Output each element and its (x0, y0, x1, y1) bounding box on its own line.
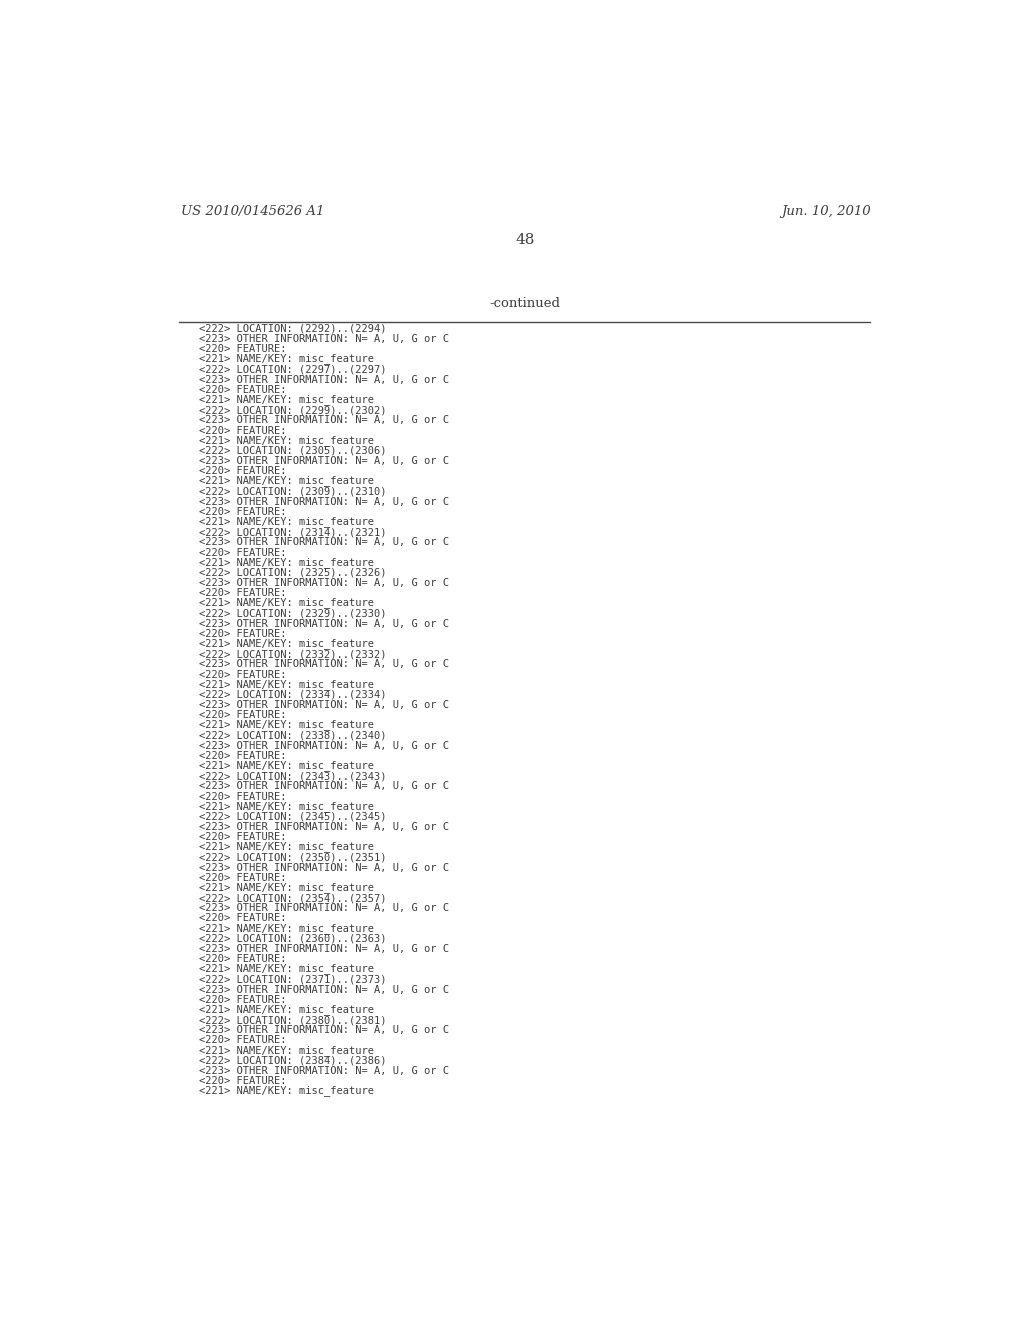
Text: <222> LOCATION: (2354)..(2357): <222> LOCATION: (2354)..(2357) (200, 894, 387, 903)
Text: <223> OTHER INFORMATION: N= A, U, G or C: <223> OTHER INFORMATION: N= A, U, G or C (200, 944, 450, 954)
Text: <221> NAME/KEY: misc_feature: <221> NAME/KEY: misc_feature (200, 760, 375, 771)
Text: <221> NAME/KEY: misc_feature: <221> NAME/KEY: misc_feature (200, 1085, 375, 1096)
Text: <221> NAME/KEY: misc_feature: <221> NAME/KEY: misc_feature (200, 964, 375, 974)
Text: <222> LOCATION: (2314)..(2321): <222> LOCATION: (2314)..(2321) (200, 527, 387, 537)
Text: 48: 48 (515, 232, 535, 247)
Text: <220> FEATURE:: <220> FEATURE: (200, 710, 287, 721)
Text: <223> OTHER INFORMATION: N= A, U, G or C: <223> OTHER INFORMATION: N= A, U, G or C (200, 1026, 450, 1035)
Text: <221> NAME/KEY: misc_feature: <221> NAME/KEY: misc_feature (200, 801, 375, 812)
Text: <220> FEATURE:: <220> FEATURE: (200, 1035, 287, 1045)
Text: <223> OTHER INFORMATION: N= A, U, G or C: <223> OTHER INFORMATION: N= A, U, G or C (200, 578, 450, 589)
Text: <221> NAME/KEY: misc_feature: <221> NAME/KEY: misc_feature (200, 434, 375, 446)
Text: <221> NAME/KEY: misc_feature: <221> NAME/KEY: misc_feature (200, 1044, 375, 1056)
Text: <220> FEATURE:: <220> FEATURE: (200, 628, 287, 639)
Text: <220> FEATURE:: <220> FEATURE: (200, 345, 287, 354)
Text: <220> FEATURE:: <220> FEATURE: (200, 751, 287, 760)
Text: <222> LOCATION: (2360)..(2363): <222> LOCATION: (2360)..(2363) (200, 933, 387, 944)
Text: <221> NAME/KEY: misc_feature: <221> NAME/KEY: misc_feature (200, 598, 375, 609)
Text: <221> NAME/KEY: misc_feature: <221> NAME/KEY: misc_feature (200, 354, 375, 364)
Text: <220> FEATURE:: <220> FEATURE: (200, 466, 287, 477)
Text: <222> LOCATION: (2329)..(2330): <222> LOCATION: (2329)..(2330) (200, 609, 387, 619)
Text: <223> OTHER INFORMATION: N= A, U, G or C: <223> OTHER INFORMATION: N= A, U, G or C (200, 457, 450, 466)
Text: <222> LOCATION: (2309)..(2310): <222> LOCATION: (2309)..(2310) (200, 487, 387, 496)
Text: <221> NAME/KEY: misc_feature: <221> NAME/KEY: misc_feature (200, 395, 375, 405)
Text: <221> NAME/KEY: misc_feature: <221> NAME/KEY: misc_feature (200, 475, 375, 487)
Text: <222> LOCATION: (2292)..(2294): <222> LOCATION: (2292)..(2294) (200, 323, 387, 334)
Text: <223> OTHER INFORMATION: N= A, U, G or C: <223> OTHER INFORMATION: N= A, U, G or C (200, 985, 450, 995)
Text: <222> LOCATION: (2343)..(2343): <222> LOCATION: (2343)..(2343) (200, 771, 387, 781)
Text: <220> FEATURE:: <220> FEATURE: (200, 548, 287, 557)
Text: <222> LOCATION: (2297)..(2297): <222> LOCATION: (2297)..(2297) (200, 364, 387, 375)
Text: <223> OTHER INFORMATION: N= A, U, G or C: <223> OTHER INFORMATION: N= A, U, G or C (200, 741, 450, 751)
Text: <223> OTHER INFORMATION: N= A, U, G or C: <223> OTHER INFORMATION: N= A, U, G or C (200, 700, 450, 710)
Text: <220> FEATURE:: <220> FEATURE: (200, 873, 287, 883)
Text: <223> OTHER INFORMATION: N= A, U, G or C: <223> OTHER INFORMATION: N= A, U, G or C (200, 416, 450, 425)
Text: <220> FEATURE:: <220> FEATURE: (200, 995, 287, 1005)
Text: <220> FEATURE:: <220> FEATURE: (200, 385, 287, 395)
Text: -continued: -continued (489, 297, 560, 310)
Text: <220> FEATURE:: <220> FEATURE: (200, 1076, 287, 1086)
Text: <223> OTHER INFORMATION: N= A, U, G or C: <223> OTHER INFORMATION: N= A, U, G or C (200, 822, 450, 832)
Text: <222> LOCATION: (2299)..(2302): <222> LOCATION: (2299)..(2302) (200, 405, 387, 416)
Text: Jun. 10, 2010: Jun. 10, 2010 (781, 205, 870, 218)
Text: <221> NAME/KEY: misc_feature: <221> NAME/KEY: misc_feature (200, 882, 375, 892)
Text: <221> NAME/KEY: misc_feature: <221> NAME/KEY: misc_feature (200, 638, 375, 649)
Text: <222> LOCATION: (2325)..(2326): <222> LOCATION: (2325)..(2326) (200, 568, 387, 578)
Text: <222> LOCATION: (2345)..(2345): <222> LOCATION: (2345)..(2345) (200, 812, 387, 822)
Text: <220> FEATURE:: <220> FEATURE: (200, 669, 287, 680)
Text: <223> OTHER INFORMATION: N= A, U, G or C: <223> OTHER INFORMATION: N= A, U, G or C (200, 334, 450, 345)
Text: <221> NAME/KEY: misc_feature: <221> NAME/KEY: misc_feature (200, 557, 375, 568)
Text: <220> FEATURE:: <220> FEATURE: (200, 954, 287, 964)
Text: <220> FEATURE:: <220> FEATURE: (200, 792, 287, 801)
Text: <221> NAME/KEY: misc_feature: <221> NAME/KEY: misc_feature (200, 841, 375, 853)
Text: <222> LOCATION: (2305)..(2306): <222> LOCATION: (2305)..(2306) (200, 446, 387, 455)
Text: <220> FEATURE:: <220> FEATURE: (200, 913, 287, 924)
Text: <222> LOCATION: (2332)..(2332): <222> LOCATION: (2332)..(2332) (200, 649, 387, 659)
Text: <221> NAME/KEY: misc_feature: <221> NAME/KEY: misc_feature (200, 678, 375, 689)
Text: <223> OTHER INFORMATION: N= A, U, G or C: <223> OTHER INFORMATION: N= A, U, G or C (200, 619, 450, 628)
Text: <222> LOCATION: (2384)..(2386): <222> LOCATION: (2384)..(2386) (200, 1056, 387, 1065)
Text: <221> NAME/KEY: misc_feature: <221> NAME/KEY: misc_feature (200, 516, 375, 527)
Text: <223> OTHER INFORMATION: N= A, U, G or C: <223> OTHER INFORMATION: N= A, U, G or C (200, 1067, 450, 1076)
Text: <222> LOCATION: (2350)..(2351): <222> LOCATION: (2350)..(2351) (200, 853, 387, 862)
Text: <222> LOCATION: (2371)..(2373): <222> LOCATION: (2371)..(2373) (200, 974, 387, 985)
Text: <221> NAME/KEY: misc_feature: <221> NAME/KEY: misc_feature (200, 923, 375, 933)
Text: US 2010/0145626 A1: US 2010/0145626 A1 (180, 205, 324, 218)
Text: <223> OTHER INFORMATION: N= A, U, G or C: <223> OTHER INFORMATION: N= A, U, G or C (200, 781, 450, 792)
Text: <221> NAME/KEY: misc_feature: <221> NAME/KEY: misc_feature (200, 1005, 375, 1015)
Text: <220> FEATURE:: <220> FEATURE: (200, 507, 287, 517)
Text: <222> LOCATION: (2334)..(2334): <222> LOCATION: (2334)..(2334) (200, 690, 387, 700)
Text: <223> OTHER INFORMATION: N= A, U, G or C: <223> OTHER INFORMATION: N= A, U, G or C (200, 375, 450, 385)
Text: <220> FEATURE:: <220> FEATURE: (200, 589, 287, 598)
Text: <223> OTHER INFORMATION: N= A, U, G or C: <223> OTHER INFORMATION: N= A, U, G or C (200, 537, 450, 548)
Text: <222> LOCATION: (2338)..(2340): <222> LOCATION: (2338)..(2340) (200, 730, 387, 741)
Text: <223> OTHER INFORMATION: N= A, U, G or C: <223> OTHER INFORMATION: N= A, U, G or C (200, 863, 450, 873)
Text: <223> OTHER INFORMATION: N= A, U, G or C: <223> OTHER INFORMATION: N= A, U, G or C (200, 660, 450, 669)
Text: <223> OTHER INFORMATION: N= A, U, G or C: <223> OTHER INFORMATION: N= A, U, G or C (200, 496, 450, 507)
Text: <221> NAME/KEY: misc_feature: <221> NAME/KEY: misc_feature (200, 719, 375, 730)
Text: <220> FEATURE:: <220> FEATURE: (200, 425, 287, 436)
Text: <222> LOCATION: (2380)..(2381): <222> LOCATION: (2380)..(2381) (200, 1015, 387, 1026)
Text: <223> OTHER INFORMATION: N= A, U, G or C: <223> OTHER INFORMATION: N= A, U, G or C (200, 903, 450, 913)
Text: <220> FEATURE:: <220> FEATURE: (200, 832, 287, 842)
